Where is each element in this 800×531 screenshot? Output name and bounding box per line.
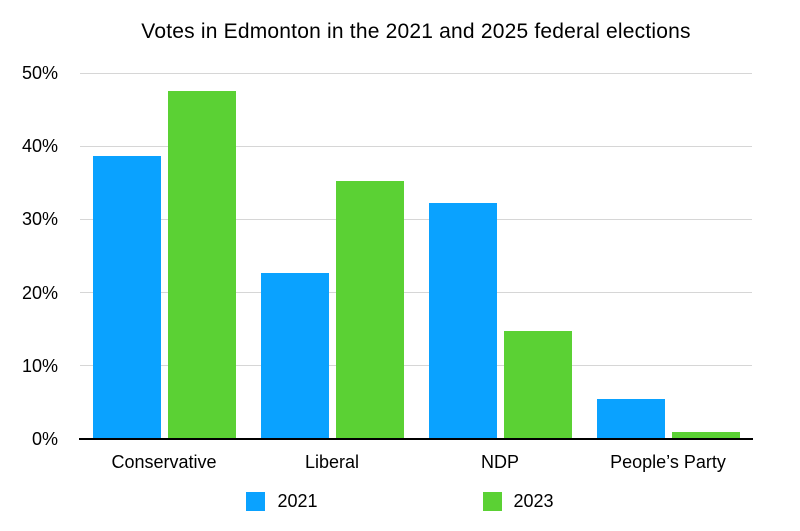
legend-label-2023: 2023 [513,491,554,511]
x-axis-label-conservative: Conservative [111,452,217,472]
legend: 2021 2023 [0,491,800,511]
x-axis-label-ndp: NDP [480,452,519,472]
bar-2021-conservative [92,155,161,439]
bar-2021-liberal [260,272,329,439]
bar-2021-people-s-party [596,399,665,439]
y-tick-label-50: 50% [21,63,58,83]
legend-swatch-2023 [482,491,502,511]
bar-2023-people-s-party [671,431,740,439]
legend-swatch-2021 [246,491,266,511]
gridline-30 [80,218,752,220]
y-tick-label-20: 20% [21,282,58,303]
bar-2021-ndp [428,203,497,439]
gridline-10 [80,365,752,367]
x-axis-label-people-s-party: People’s Party [610,452,726,472]
bar-2023-conservative [167,91,236,439]
x-axis-line [79,438,753,440]
y-tick-label-0: 0% [31,429,58,449]
y-tick-label-40: 40% [21,136,58,157]
gridline-40 [80,145,752,147]
gridline-20 [80,292,752,294]
legend-item-2023: 2023 [482,491,554,511]
legend-item-2021: 2021 [246,491,318,511]
x-axis-label-liberal: Liberal [304,452,360,472]
bar-2023-ndp [503,330,572,439]
bar-2023-liberal [335,181,404,439]
y-tick-label-30: 30% [21,209,58,230]
y-tick-label-10: 10% [21,355,58,376]
chart-title: Votes in Edmonton in the 2021 and 2025 f… [141,20,691,43]
legend-label-2021: 2021 [277,491,318,511]
gridline-50 [80,72,752,74]
